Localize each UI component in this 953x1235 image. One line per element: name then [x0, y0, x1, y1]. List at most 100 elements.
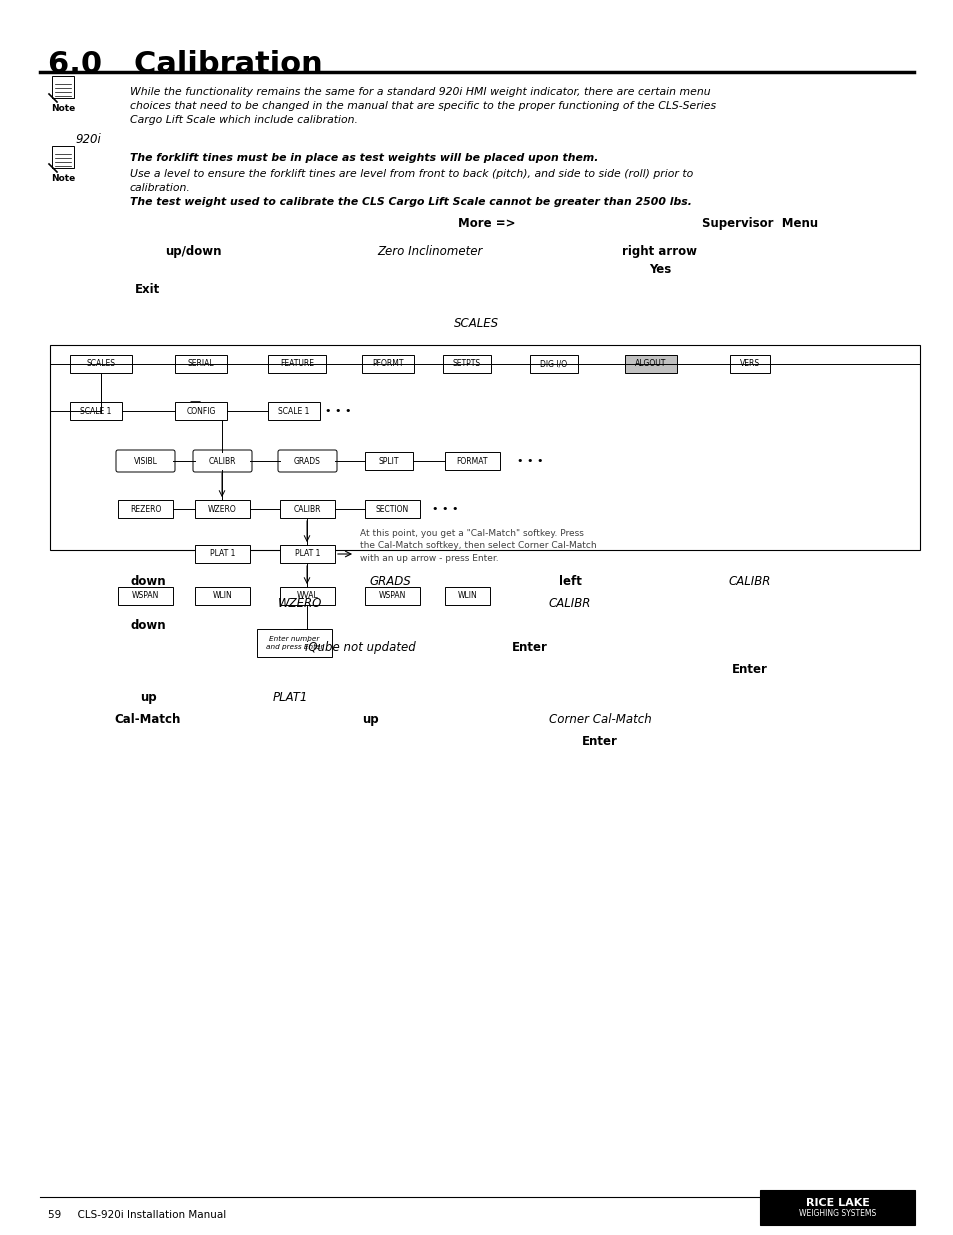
Text: The forklift tines must be in place as test weights will be placed upon them.: The forklift tines must be in place as t…: [130, 153, 598, 163]
Text: • • •: • • •: [517, 456, 542, 466]
Text: WLIN: WLIN: [457, 592, 476, 600]
Bar: [530, 354, 578, 373]
Text: iQube not updated: iQube not updated: [304, 641, 415, 655]
FancyBboxPatch shape: [277, 450, 336, 472]
Bar: [50, 345, 919, 550]
FancyBboxPatch shape: [193, 450, 252, 472]
Bar: [729, 354, 769, 373]
Text: Enter number
and press Enter: Enter number and press Enter: [266, 636, 323, 650]
Text: Enter: Enter: [731, 663, 767, 676]
Bar: [268, 403, 319, 420]
Text: up: up: [139, 692, 156, 704]
Bar: [365, 452, 413, 471]
Bar: [194, 587, 250, 605]
Text: Exit: Exit: [135, 283, 160, 296]
Text: WZERO: WZERO: [208, 505, 236, 514]
Text: Cal-Match: Cal-Match: [114, 713, 181, 726]
Bar: [361, 354, 414, 373]
Text: Note: Note: [51, 174, 75, 183]
Text: WVAL: WVAL: [296, 592, 318, 600]
Text: 6.0   Calibration: 6.0 Calibration: [48, 49, 322, 79]
Bar: [442, 354, 491, 373]
Bar: [52, 77, 74, 98]
Bar: [444, 587, 490, 605]
Bar: [280, 500, 335, 517]
Text: While the functionality remains the same for a standard 920i HMI weight indicato: While the functionality remains the same…: [130, 86, 716, 125]
Text: Corner Cal-Match: Corner Cal-Match: [548, 713, 651, 726]
Text: Supervisor  Menu: Supervisor Menu: [701, 217, 818, 230]
Text: VISIBL: VISIBL: [133, 457, 157, 466]
Text: left: left: [558, 576, 580, 588]
Text: right arrow: right arrow: [622, 245, 697, 258]
Text: RICE LAKE: RICE LAKE: [804, 1198, 868, 1208]
Text: SPLIT: SPLIT: [378, 457, 399, 466]
Text: CONFIG: CONFIG: [186, 406, 215, 415]
Text: GRADS: GRADS: [369, 576, 411, 588]
Bar: [174, 354, 227, 373]
Text: Zero Inclinometer: Zero Inclinometer: [377, 245, 482, 258]
Bar: [444, 452, 499, 471]
Text: Yes: Yes: [648, 263, 670, 275]
Text: down: down: [130, 576, 166, 588]
Bar: [280, 587, 335, 605]
Bar: [194, 545, 250, 563]
Bar: [174, 403, 227, 420]
Text: Enter: Enter: [581, 735, 618, 748]
Text: up: up: [361, 713, 378, 726]
Text: WSPAN: WSPAN: [378, 592, 406, 600]
Bar: [118, 587, 172, 605]
Bar: [365, 500, 419, 517]
Text: SECTION: SECTION: [375, 505, 409, 514]
Text: FEATURE: FEATURE: [280, 359, 314, 368]
Text: —: —: [190, 396, 200, 406]
Text: PLAT 1: PLAT 1: [294, 550, 320, 558]
Text: DIG I/O: DIG I/O: [539, 359, 567, 368]
Text: SCALES: SCALES: [454, 317, 499, 330]
Bar: [194, 500, 250, 517]
Bar: [70, 354, 132, 373]
Bar: [118, 500, 172, 517]
Text: SERIAL: SERIAL: [188, 359, 214, 368]
Text: GRADS: GRADS: [294, 457, 320, 466]
Text: 59     CLS-920i Installation Manual: 59 CLS-920i Installation Manual: [48, 1210, 226, 1220]
Text: CALIBR: CALIBR: [294, 505, 321, 514]
Text: PLAT1: PLAT1: [272, 692, 308, 704]
Text: PFORMT: PFORMT: [372, 359, 403, 368]
Bar: [256, 629, 332, 657]
Bar: [280, 545, 335, 563]
Text: PLAT 1: PLAT 1: [210, 550, 235, 558]
Text: At this point, you get a "Cal-Match" softkey. Press
the Cal-Match softkey, then : At this point, you get a "Cal-Match" sof…: [359, 529, 596, 563]
Text: VERS: VERS: [740, 359, 760, 368]
Bar: [70, 403, 122, 420]
FancyBboxPatch shape: [116, 450, 174, 472]
Text: Use a level to ensure the forklift tines are level from front to back (pitch), a: Use a level to ensure the forklift tines…: [130, 169, 693, 193]
Text: up/down: up/down: [165, 245, 221, 258]
Bar: [52, 146, 74, 168]
Text: Enter: Enter: [512, 641, 547, 655]
Text: Note: Note: [51, 104, 75, 112]
Text: CALIBR: CALIBR: [209, 457, 236, 466]
Text: • • •: • • •: [432, 504, 457, 514]
Text: • • •: • • •: [324, 406, 351, 416]
Text: SETPTS: SETPTS: [453, 359, 480, 368]
Text: WZERO: WZERO: [277, 597, 322, 610]
Text: The test weight used to calibrate the CLS Cargo Lift Scale cannot be greater tha: The test weight used to calibrate the CL…: [130, 198, 691, 207]
Bar: [760, 1191, 914, 1225]
Bar: [624, 354, 677, 373]
Text: REZERO: REZERO: [130, 505, 161, 514]
Bar: [365, 587, 419, 605]
Text: More =>: More =>: [457, 217, 516, 230]
Text: CALIBR: CALIBR: [728, 576, 770, 588]
Text: down: down: [130, 619, 166, 632]
Text: SCALES: SCALES: [87, 359, 115, 368]
Text: 920i: 920i: [75, 133, 101, 146]
Text: WEIGHING SYSTEMS: WEIGHING SYSTEMS: [798, 1209, 875, 1218]
Text: WLIN: WLIN: [213, 592, 233, 600]
Text: FORMAT: FORMAT: [456, 457, 488, 466]
Text: CALIBR: CALIBR: [548, 597, 591, 610]
Text: SCALE 1: SCALE 1: [80, 406, 112, 415]
Text: ALGOUT: ALGOUT: [635, 359, 666, 368]
Text: SCALE 1: SCALE 1: [278, 406, 310, 415]
Bar: [268, 354, 326, 373]
Text: WSPAN: WSPAN: [132, 592, 159, 600]
